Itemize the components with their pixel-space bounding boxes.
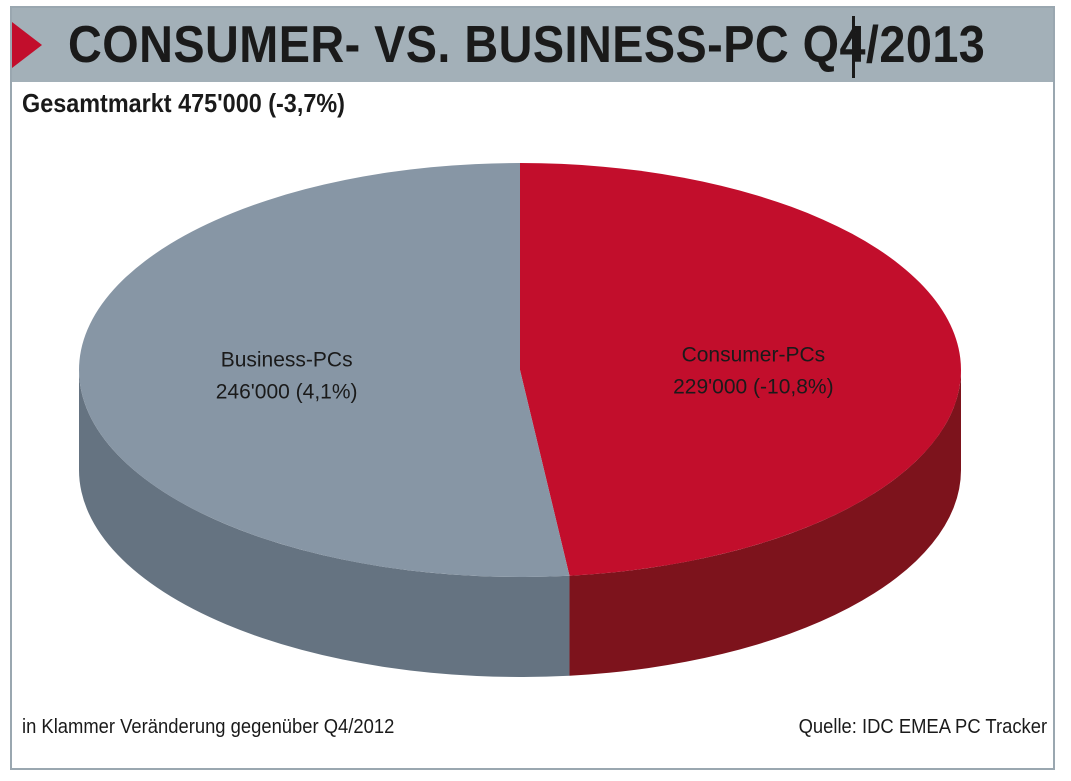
pie-sides: [79, 370, 961, 677]
pie-slice-consumer-pcs: [520, 163, 961, 576]
pie-label-value-consumer-pcs: 229'000 (-10,8%): [673, 376, 833, 399]
footer-source: Quelle: IDC EMEA PC Tracker: [798, 716, 1047, 738]
header-bar: CONSUMER- VS. BUSINESS-PC Q4/2013: [12, 8, 1053, 82]
pie-labels: Consumer-PCs 229'000 (-10,8%) Business-PCs…: [216, 344, 834, 404]
header-divider: [852, 16, 855, 78]
pie-slice-business-pcs: [78, 163, 570, 577]
pie-tops: [78, 163, 961, 577]
arrow-icon: [12, 22, 42, 68]
chart-subtitle: Gesamtmarkt 475'000 (-3,7%): [22, 88, 345, 118]
pie-label-name-consumer-pcs: Consumer-PCs: [682, 344, 826, 367]
footer-note: in Klammer Veränderung gegenüber Q4/2012: [22, 716, 395, 738]
chart-title: CONSUMER- VS. BUSINESS-PC Q4/2013: [68, 16, 986, 74]
pie-label-name-business-pcs: Business-PCs: [221, 348, 353, 371]
pie-label-value-business-pcs: 246'000 (4,1%): [216, 380, 358, 403]
pie-side-consumer-pcs: [569, 370, 961, 676]
pie-side-business-pcs: [79, 370, 570, 677]
